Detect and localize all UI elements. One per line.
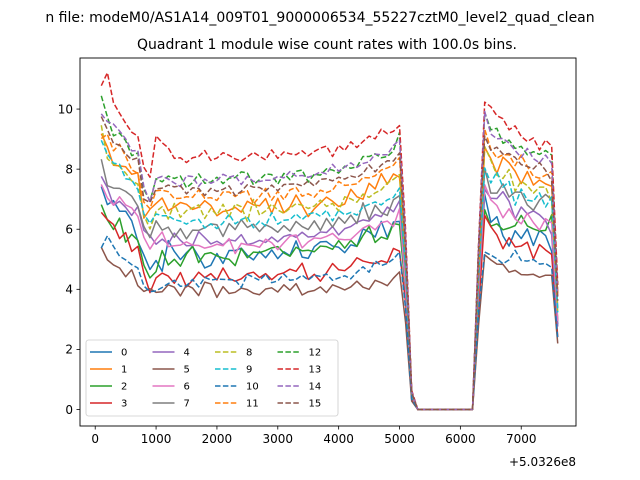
legend-label-10: 10 xyxy=(246,382,259,393)
series-line-14 xyxy=(100,110,559,411)
series-line-9 xyxy=(100,140,559,411)
x-tick-label: 4000 xyxy=(323,432,354,446)
y-tick-label: 8 xyxy=(65,162,73,176)
legend-label-15: 15 xyxy=(309,399,322,410)
legend-label-14: 14 xyxy=(309,382,322,393)
series-line-12 xyxy=(100,95,559,411)
legend-label-7: 7 xyxy=(184,399,190,410)
x-tick-label: 0 xyxy=(91,432,99,446)
y-tick-label: 10 xyxy=(58,102,73,116)
series-line-5 xyxy=(100,246,559,411)
series-layer xyxy=(100,71,559,411)
legend-label-11: 11 xyxy=(246,399,259,410)
legend-label-12: 12 xyxy=(309,348,322,359)
figure-suptitle: n file: modeM0/AS1A14_009T01_9000006534_… xyxy=(45,10,594,26)
legend-label-4: 4 xyxy=(184,348,190,359)
legend-label-5: 5 xyxy=(184,365,190,376)
legend-label-3: 3 xyxy=(121,399,127,410)
legend-label-8: 8 xyxy=(246,348,252,359)
x-tick-label: 7000 xyxy=(506,432,537,446)
x-tick-label: 3000 xyxy=(263,432,294,446)
x-tick-label: 2000 xyxy=(202,432,233,446)
series-line-10 xyxy=(100,235,559,411)
x-axis-offset-label: +5.0326e8 xyxy=(509,455,576,469)
legend-label-2: 2 xyxy=(121,382,127,393)
chart-title: Quadrant 1 module wise count rates with … xyxy=(137,37,517,53)
series-line-15 xyxy=(100,116,559,411)
y-tick-label: 6 xyxy=(65,223,73,237)
legend-label-9: 9 xyxy=(246,365,252,376)
legend-label-0: 0 xyxy=(121,348,127,359)
plot-area-frame xyxy=(79,57,577,427)
x-tick-label: 6000 xyxy=(445,432,476,446)
x-tick-label: 5000 xyxy=(384,432,415,446)
legend-label-13: 13 xyxy=(309,365,322,376)
legend-label-1: 1 xyxy=(121,365,127,376)
legend-box xyxy=(85,339,339,417)
y-tick-label: 0 xyxy=(65,403,73,417)
legend-label-6: 6 xyxy=(184,382,190,393)
y-tick-label: 2 xyxy=(65,343,73,357)
x-tick-label: 1000 xyxy=(141,432,172,446)
y-tick-label: 4 xyxy=(65,283,73,297)
series-line-3 xyxy=(100,211,559,411)
